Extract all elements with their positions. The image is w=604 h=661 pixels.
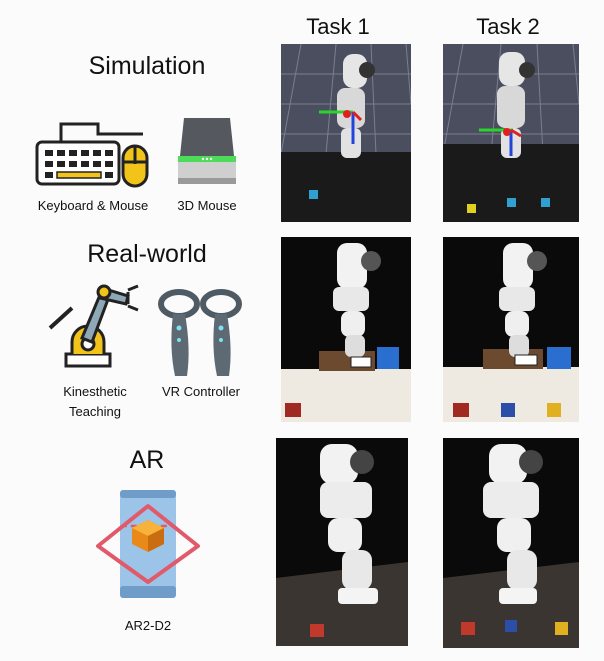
panel-ar-task-2 xyxy=(443,438,579,648)
row-title-simulation: Simulation xyxy=(88,52,206,80)
3d-mouse-icon xyxy=(170,112,244,192)
column-title-task-1: Task 1 xyxy=(306,14,370,39)
column-title-task-2: Task 2 xyxy=(476,14,540,39)
panel-ar-task-1 xyxy=(276,438,408,646)
row-title-ar: AR xyxy=(129,446,165,474)
panel-real-world-task-2 xyxy=(443,237,579,422)
vr-controller-icon xyxy=(155,288,245,380)
device-label-3d-mouse: 3D Mouse xyxy=(177,198,237,213)
panel-real-world-task-1 xyxy=(281,237,411,422)
device-label-keyboard-mouse: Keyboard & Mouse xyxy=(37,198,149,213)
robot-arm-icon xyxy=(44,278,144,370)
panel-simulation-task-1 xyxy=(281,44,411,222)
device-label-kinesthetic-teaching: Kinesthetic Teaching xyxy=(63,384,127,419)
panel-simulation-task-2 xyxy=(443,44,579,222)
ar-phone-icon xyxy=(94,486,202,602)
device-label-vr-controller: VR Controller xyxy=(161,384,241,399)
device-label-ar2-d2: AR2-D2 xyxy=(124,618,172,633)
keyboard-mouse-icon xyxy=(33,112,153,192)
row-title-real-world: Real-world xyxy=(87,240,207,268)
